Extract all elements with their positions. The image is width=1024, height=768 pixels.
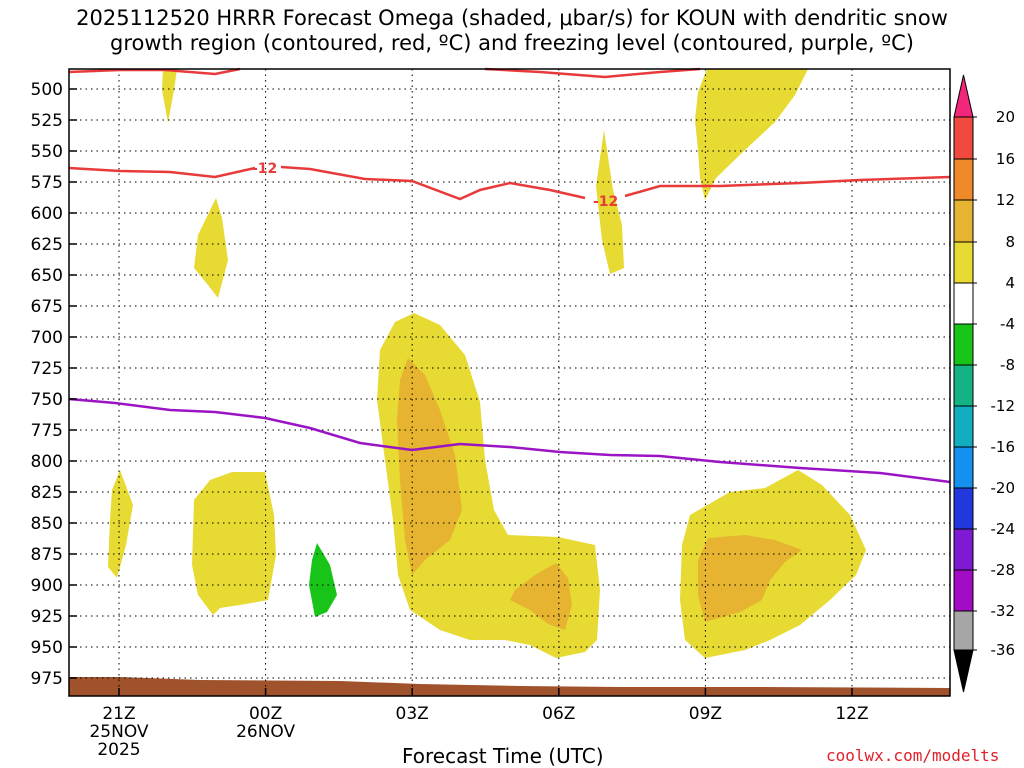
colorbar-swatch: [953, 405, 974, 448]
colorbar: 20 16 12 8 4 -4 -8 -12 -16 -20 -24 -28 -32 -36: [953, 74, 1016, 693]
colorbar-label: 8: [1005, 233, 1015, 251]
gridlines: [69, 69, 950, 696]
y-tick-label: 900: [31, 576, 63, 596]
colorbar-swatch: [953, 569, 974, 612]
freezing-level-contour: [68, 397, 951, 484]
omega-area: [698, 535, 802, 622]
colorbar-swatch: [953, 364, 974, 407]
omega-area: [192, 472, 276, 615]
omega-area: [108, 470, 133, 578]
x-date-label: 26NOV: [236, 722, 295, 742]
y-tick-label: 550: [31, 142, 63, 162]
omega-shading-orange: [397, 358, 802, 630]
ground-terrain: [69, 677, 950, 696]
y-tick-label: 650: [31, 266, 63, 286]
colorbar-swatch: [953, 116, 974, 160]
colorbar-label: -24: [991, 520, 1016, 538]
omega-area: [162, 69, 177, 123]
y-tick-label: 975: [31, 669, 63, 689]
colorbar-label: 20: [996, 108, 1015, 126]
colorbar-label: -8: [1000, 356, 1015, 374]
x-tick-label: 12Z: [835, 704, 868, 724]
y-tick-label: 500: [31, 80, 63, 100]
dgz-contours: [68, 67, 951, 201]
colorbar-swatch: [953, 158, 974, 201]
omega-area: [194, 198, 228, 298]
y-tick-label: 525: [31, 111, 63, 131]
chart-title-line2: growth region (contoured, red, ºC) and f…: [110, 31, 914, 55]
y-tick-label: 700: [31, 328, 63, 348]
colorbar-label: -32: [991, 602, 1016, 620]
dgz-label-2: -12: [593, 194, 618, 210]
y-tick-label: 750: [31, 390, 63, 410]
colorbar-swatch: [953, 323, 974, 366]
y-tick-label: 800: [31, 452, 63, 472]
y-tick-label: 925: [31, 607, 63, 627]
colorbar-label: -20: [991, 479, 1016, 497]
colorbar-label: 4: [1005, 274, 1015, 292]
omega-area: [510, 563, 572, 630]
colorbar-swatch: [953, 241, 974, 284]
y-tick-label: 675: [31, 297, 63, 317]
omega-area: [596, 130, 624, 274]
colorbar-swatch: [953, 446, 974, 489]
colorbar-swatch: [953, 487, 974, 530]
y-tick-label: 775: [31, 421, 63, 441]
x-date-label: 25NOV: [89, 722, 148, 742]
colorbar-swatch: [953, 610, 974, 651]
omega-area: [695, 69, 808, 200]
omega-negative-area: [309, 543, 337, 617]
y-tick-label: 575: [31, 173, 63, 193]
x-tick-label: 06Z: [542, 704, 575, 724]
colorbar-label: 16: [996, 150, 1015, 168]
dgz-label-1: -12: [252, 161, 277, 177]
y-axis: 500 525 550 575 600 625 650 675 700 725 750 775 800 8…: [31, 80, 77, 689]
y-tick-label: 950: [31, 638, 63, 658]
y-tick-label: 850: [31, 514, 63, 534]
colorbar-cap-bottom: [953, 649, 974, 693]
dgz-contour-top-right: [484, 67, 701, 79]
colorbar-swatch: [953, 528, 974, 571]
colorbar-label: -16: [991, 438, 1016, 456]
colorbar-swatch: [953, 199, 974, 243]
y-tick-label: 875: [31, 545, 63, 565]
colorbar-label: -28: [991, 561, 1016, 579]
x-tick-label: 03Z: [396, 704, 429, 724]
chart-title-line1: 2025112520 HRRR Forecast Omega (shaded, …: [76, 6, 948, 30]
dgz-contour-top: [68, 67, 241, 76]
colorbar-label: -12: [991, 397, 1016, 415]
colorbar-label: -4: [1000, 315, 1015, 333]
y-tick-label: 625: [31, 235, 63, 255]
y-tick-label: 600: [31, 204, 63, 224]
y-tick-label: 725: [31, 359, 63, 379]
x-axis-label: Forecast Time (UTC): [402, 744, 604, 768]
y-tick-label: 825: [31, 483, 63, 503]
x-tick-label: 00Z: [249, 704, 282, 724]
colorbar-label: 12: [996, 191, 1015, 209]
colorbar-label: -36: [991, 641, 1016, 659]
colorbar-cap-top: [953, 74, 974, 118]
credit-text: coolwx.com/modelts: [826, 746, 1000, 765]
x-tick-label: 09Z: [689, 704, 722, 724]
x-tick-label: 21Z: [102, 704, 135, 724]
plot-frame: [68, 68, 951, 697]
x-year-label: 2025: [97, 740, 140, 760]
dgz-contour-mid: [68, 165, 951, 201]
chart-title: 2025112520 HRRR Forecast Omega (shaded, …: [0, 6, 1024, 56]
omega-area: [397, 358, 462, 575]
colorbar-swatch: [953, 282, 974, 325]
